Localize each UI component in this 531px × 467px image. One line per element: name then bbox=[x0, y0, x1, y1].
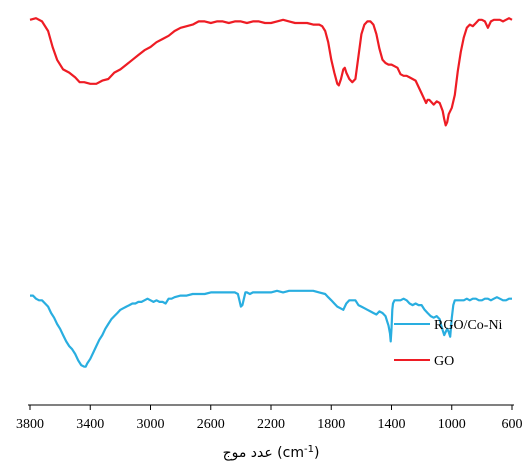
x-tick-label: 3400 bbox=[76, 417, 104, 432]
legend: RGO/Co-Ni GO bbox=[394, 318, 503, 369]
x-tick-label: 600 bbox=[502, 417, 523, 432]
legend-item-go: GO bbox=[394, 354, 454, 369]
x-tick-label: 2200 bbox=[257, 417, 285, 432]
legend-label-go: GO bbox=[434, 354, 454, 369]
x-tick-label: 3000 bbox=[137, 417, 165, 432]
x-axis-title-sup: -1 bbox=[304, 444, 314, 455]
legend-label-rgo: RGO/Co-Ni bbox=[434, 318, 503, 333]
series-line-rgo bbox=[30, 289, 512, 368]
x-axis-title-prefix: عدد موج (cm bbox=[223, 445, 304, 461]
go-series-plot bbox=[29, 17, 513, 127]
legend-item-rgo: RGO/Co-Ni bbox=[394, 318, 503, 333]
x-tick-label: 1000 bbox=[438, 417, 466, 432]
x-axis-title: عدد موج (cm-1) bbox=[223, 444, 320, 462]
x-axis-title-suffix: ) bbox=[314, 445, 319, 461]
series-line-go bbox=[29, 17, 513, 127]
x-tick-label: 1800 bbox=[317, 417, 345, 432]
x-tick-label: 3800 bbox=[16, 417, 44, 432]
x-axis-ticks: 3800 3400 3000 2600 2200 1800 1400 1000 600 bbox=[16, 405, 523, 432]
x-tick-label: 1400 bbox=[378, 417, 406, 432]
x-tick-label: 2600 bbox=[197, 417, 225, 432]
rgo-series-plot bbox=[30, 289, 512, 368]
